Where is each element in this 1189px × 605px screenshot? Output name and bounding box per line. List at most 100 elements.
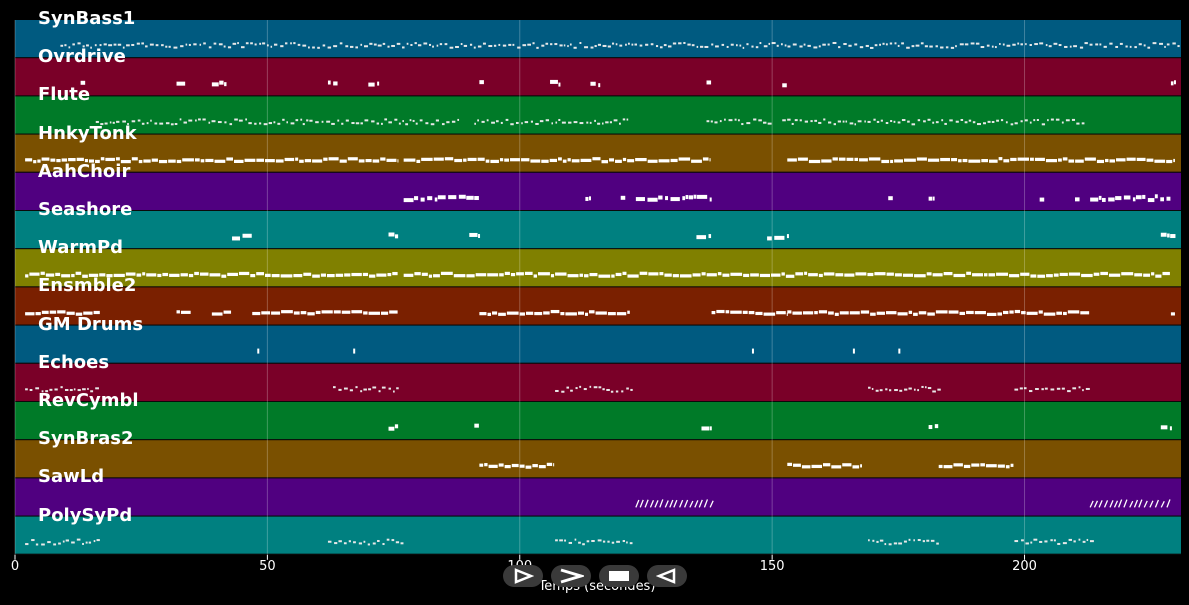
- note: [1109, 159, 1116, 163]
- note: [333, 45, 338, 48]
- note: [273, 121, 276, 124]
- note: [906, 46, 910, 49]
- note: [1009, 274, 1020, 278]
- note: [763, 45, 768, 48]
- note: [818, 310, 828, 314]
- note: [1053, 273, 1059, 277]
- note: [924, 386, 927, 389]
- note: [368, 311, 380, 315]
- track-lane: [15, 363, 1181, 401]
- note: [209, 273, 221, 277]
- note: [1155, 274, 1162, 278]
- note: [882, 42, 885, 45]
- note: [860, 310, 870, 314]
- note: [689, 500, 694, 508]
- note: [607, 540, 610, 543]
- note: [82, 542, 84, 545]
- note: [271, 274, 280, 278]
- note: [1154, 499, 1160, 508]
- note: [602, 388, 605, 391]
- note: [814, 119, 818, 122]
- note: [917, 119, 921, 122]
- note: [1041, 388, 1044, 391]
- note: [35, 312, 41, 316]
- note: [728, 119, 733, 122]
- note: [1026, 311, 1038, 315]
- note: [941, 119, 944, 122]
- note: [50, 158, 56, 162]
- note: [430, 123, 435, 126]
- note: [180, 273, 188, 277]
- note: [945, 46, 949, 49]
- note: [1017, 42, 1020, 45]
- note: [136, 273, 142, 277]
- note: [763, 121, 767, 124]
- note: [300, 118, 303, 121]
- note: [704, 45, 709, 48]
- note: [333, 310, 341, 314]
- note: [573, 121, 578, 124]
- note: [293, 42, 296, 45]
- stop-button[interactable]: [599, 565, 639, 587]
- note: [108, 44, 113, 47]
- note: [73, 388, 76, 391]
- note: [161, 44, 164, 47]
- note: [493, 44, 497, 47]
- note: [484, 463, 488, 467]
- note: [510, 123, 514, 126]
- note: [983, 122, 986, 125]
- note: [753, 118, 757, 121]
- note: [1061, 387, 1065, 390]
- note: [897, 312, 908, 316]
- note: [1126, 157, 1136, 161]
- note: [668, 45, 672, 48]
- note: [742, 46, 745, 49]
- note: [901, 42, 904, 45]
- note: [120, 159, 131, 164]
- note: [855, 272, 867, 276]
- note: [787, 158, 797, 162]
- note: [881, 159, 890, 164]
- note: [1029, 43, 1032, 46]
- note: [86, 44, 89, 47]
- rewind-button[interactable]: [647, 565, 687, 587]
- note: [333, 81, 338, 86]
- note: [880, 119, 883, 122]
- note: [960, 118, 964, 121]
- note: [203, 42, 206, 45]
- note: [968, 159, 981, 163]
- note: [355, 46, 358, 49]
- note: [482, 42, 486, 45]
- note: [113, 43, 117, 46]
- note: [122, 120, 127, 123]
- note: [1053, 539, 1056, 542]
- note: [602, 44, 607, 47]
- note: [477, 45, 482, 48]
- forward-button[interactable]: [551, 565, 591, 587]
- note: [1170, 234, 1176, 239]
- note: [818, 273, 823, 278]
- note: [244, 158, 256, 162]
- note: [611, 541, 615, 544]
- note: [131, 157, 138, 161]
- note: [176, 310, 180, 314]
- note: [100, 123, 104, 126]
- note: [45, 273, 55, 277]
- note: [913, 539, 915, 542]
- note: [532, 464, 538, 468]
- note: [351, 310, 363, 314]
- note: [1067, 390, 1071, 393]
- note: [885, 122, 889, 125]
- track-label: Echoes: [38, 351, 110, 373]
- note: [68, 46, 71, 49]
- note: [975, 42, 980, 45]
- note: [989, 159, 998, 163]
- note: [555, 121, 558, 124]
- note: [490, 159, 499, 164]
- note: [913, 312, 918, 316]
- play-button[interactable]: [503, 565, 543, 587]
- note: [538, 465, 546, 469]
- note: [1143, 273, 1151, 277]
- note: [879, 43, 881, 46]
- note: [890, 120, 893, 123]
